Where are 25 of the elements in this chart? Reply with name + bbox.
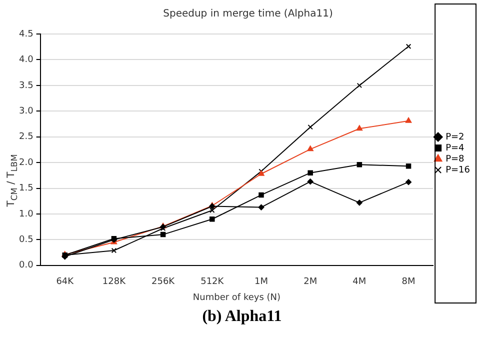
x-tick-label: 1M [254,277,268,288]
text: (b) Alpha11 [201,308,283,326]
y-tick-label: 0.5 [18,235,34,246]
x-tick-label: 4M [352,277,366,288]
chart-title: Speedup in merge time (Alpha11) [163,8,333,20]
x-axis-title: Number of keys (N) [192,292,280,303]
legend-label: P=8 [446,154,465,164]
x-tick-label: 2M [304,277,318,288]
legend-label: P=16 [446,165,470,176]
y-tick-label: 2.0 [18,158,34,168]
y-tick-label: 0.0 [18,260,34,271]
x-tick-label: 8M [402,277,416,288]
legend-label: P=2 [446,132,464,142]
y-tick-label: 4.0 [18,55,34,66]
y-tick-label: 3.5 [18,80,34,91]
x-tick-label: 512K [200,277,225,288]
y-tick-label: 1.0 [18,209,34,220]
y-tick-label: 3.0 [18,106,34,116]
y-tick-label: 4.5 [18,29,34,40]
x-tick-label: 128K [102,277,127,288]
legend-label: P=4 [446,143,465,154]
y-tick-label: 1.5 [18,184,34,194]
x-tick-label: 64K [56,277,75,288]
y-tick-label: 2.5 [18,132,34,142]
x-tick-label: 256K [152,277,176,288]
